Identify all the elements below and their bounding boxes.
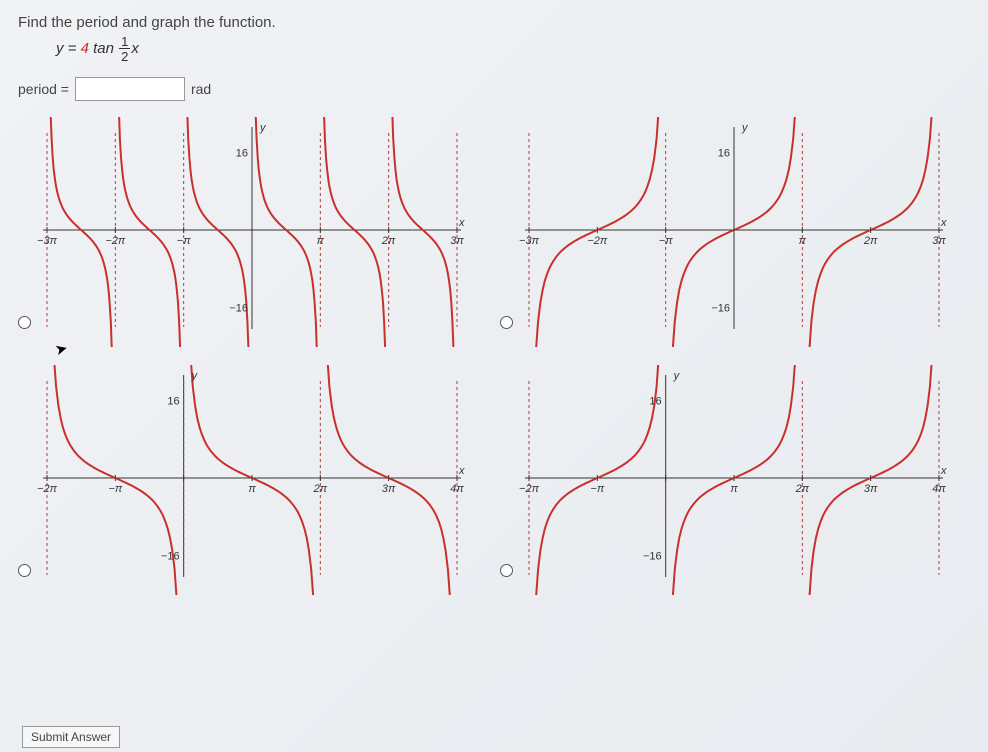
svg-text:−2π: −2π [519,483,540,495]
svg-text:−π: −π [108,483,122,495]
svg-text:x: x [458,465,465,477]
svg-text:−π: −π [177,235,191,247]
frac-num: 1 [119,35,130,49]
svg-text:−π: −π [659,235,673,247]
svg-text:−16: −16 [229,303,248,315]
svg-text:−16: −16 [161,551,180,563]
svg-text:−3π: −3π [37,235,58,247]
option-c: −2π −π π 2π 3π 4π 16 −16 y x [18,365,476,595]
svg-text:2π: 2π [381,235,396,247]
svg-text:16: 16 [167,395,179,407]
svg-text:−16: −16 [711,303,730,315]
svg-text:4π: 4π [450,483,464,495]
option-d: −2π −π π 2π 3π 4π 16 −16 y x [500,365,958,595]
svg-text:3π: 3π [864,483,878,495]
options-grid: −3π −2π −π π 2π 3π 16 −16 y x −3π −2π −π π 2π 3π 16 −16 y… [18,117,958,595]
svg-text:2π: 2π [313,483,328,495]
radio-c[interactable] [18,564,31,577]
chart-d: −2π −π π 2π 3π 4π 16 −16 y x [519,365,949,595]
svg-text:−π: −π [590,483,604,495]
svg-text:x: x [940,465,947,477]
period-label: period = [18,81,69,97]
radio-a[interactable] [18,316,31,329]
option-a: −3π −2π −π π 2π 3π 16 −16 y x [18,117,476,347]
svg-text:π: π [730,483,738,495]
svg-text:x: x [940,217,947,229]
eq-var: x [131,40,139,57]
eq-coef: 4 [81,40,89,57]
svg-text:−2π: −2π [587,235,608,247]
equation: y = 4 tan 12x [56,35,970,63]
question-prompt: Find the period and graph the function. [18,14,970,31]
chart-b: −3π −2π −π π 2π 3π 16 −16 y x [519,117,949,347]
svg-text:y: y [673,370,681,382]
svg-text:y: y [191,370,199,382]
svg-text:4π: 4π [932,483,946,495]
eq-fraction: 12 [119,35,130,63]
svg-text:−2π: −2π [105,235,126,247]
chart-a: −3π −2π −π π 2π 3π 16 −16 y x [37,117,467,347]
svg-text:y: y [741,122,749,134]
frac-den: 2 [119,49,130,63]
chart-c: −2π −π π 2π 3π 4π 16 −16 y x [37,365,467,595]
radio-b[interactable] [500,316,513,329]
eq-prefix: y = [56,40,81,57]
period-input[interactable] [75,77,185,101]
svg-text:16: 16 [236,147,248,159]
svg-text:π: π [248,483,256,495]
svg-text:−3π: −3π [519,235,540,247]
svg-text:π: π [317,235,325,247]
period-unit: rad [191,81,211,97]
svg-text:16: 16 [649,395,661,407]
svg-text:3π: 3π [382,483,396,495]
svg-text:2π: 2π [795,483,810,495]
svg-text:3π: 3π [450,235,464,247]
svg-text:x: x [458,217,465,229]
option-b: −3π −2π −π π 2π 3π 16 −16 y x [500,117,958,347]
svg-text:−16: −16 [643,551,662,563]
radio-d[interactable] [500,564,513,577]
svg-text:y: y [259,122,267,134]
svg-text:16: 16 [718,147,730,159]
submit-answer-button[interactable]: Submit Answer [22,726,120,748]
svg-text:−2π: −2π [37,483,58,495]
eq-func: tan [89,40,118,57]
svg-text:3π: 3π [932,235,946,247]
period-row: period = rad [18,77,970,101]
svg-text:π: π [799,235,807,247]
svg-text:2π: 2π [863,235,878,247]
